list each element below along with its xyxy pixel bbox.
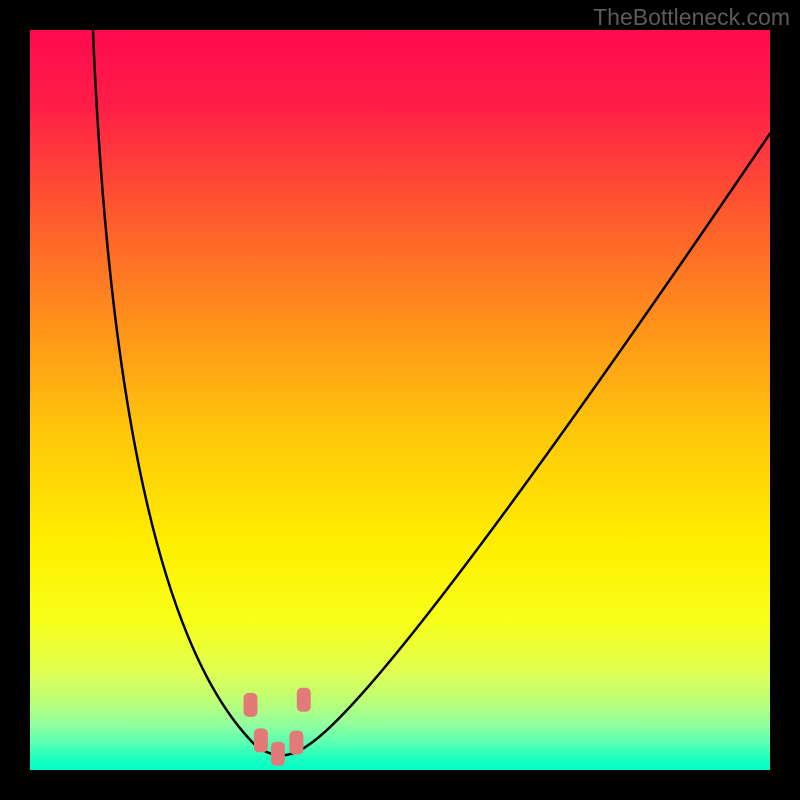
chart-container: TheBottleneck.com [0,0,800,800]
curve-marker [254,728,268,752]
bottleneck-chart [0,0,800,800]
plot-area [30,30,770,770]
curve-marker [289,731,303,755]
curve-marker [271,742,285,766]
curve-marker [244,693,258,717]
curve-marker [297,688,311,712]
